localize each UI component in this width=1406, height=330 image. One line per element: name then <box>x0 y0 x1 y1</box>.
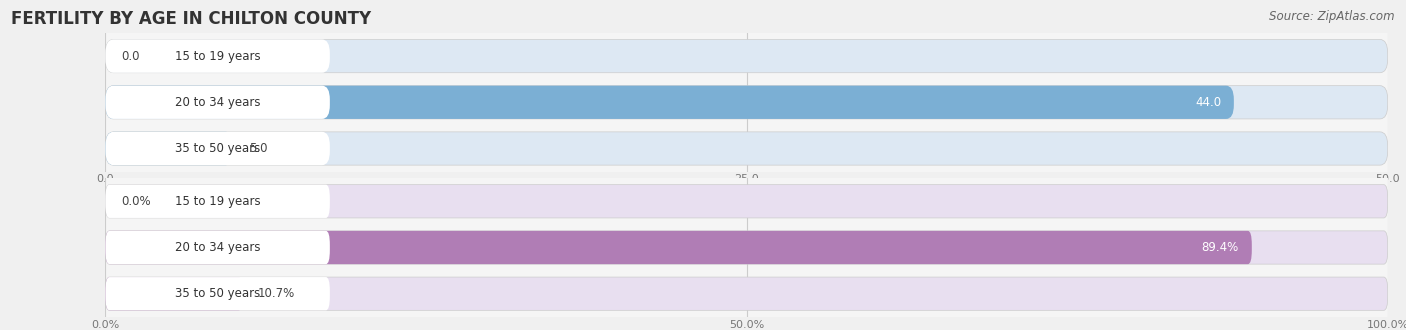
FancyBboxPatch shape <box>105 132 233 165</box>
FancyBboxPatch shape <box>105 185 330 218</box>
Text: 5.0: 5.0 <box>249 142 267 155</box>
Text: 10.7%: 10.7% <box>259 287 295 300</box>
FancyBboxPatch shape <box>105 86 1388 119</box>
FancyBboxPatch shape <box>105 86 1234 119</box>
FancyBboxPatch shape <box>105 132 330 165</box>
Text: 20 to 34 years: 20 to 34 years <box>174 96 260 109</box>
FancyBboxPatch shape <box>105 40 330 73</box>
FancyBboxPatch shape <box>105 132 1388 165</box>
Text: 0.0: 0.0 <box>121 50 139 63</box>
Text: 89.4%: 89.4% <box>1202 241 1239 254</box>
Text: 0.0%: 0.0% <box>121 195 150 208</box>
Text: 35 to 50 years: 35 to 50 years <box>174 142 260 155</box>
Text: FERTILITY BY AGE IN CHILTON COUNTY: FERTILITY BY AGE IN CHILTON COUNTY <box>11 10 371 28</box>
FancyBboxPatch shape <box>105 277 330 310</box>
Text: 20 to 34 years: 20 to 34 years <box>174 241 260 254</box>
Text: 15 to 19 years: 15 to 19 years <box>174 195 260 208</box>
FancyBboxPatch shape <box>105 231 330 264</box>
FancyBboxPatch shape <box>105 231 1251 264</box>
Text: 35 to 50 years: 35 to 50 years <box>174 287 260 300</box>
FancyBboxPatch shape <box>105 277 1388 310</box>
FancyBboxPatch shape <box>105 86 330 119</box>
Text: 44.0: 44.0 <box>1195 96 1220 109</box>
FancyBboxPatch shape <box>105 277 243 310</box>
Text: 15 to 19 years: 15 to 19 years <box>174 50 260 63</box>
FancyBboxPatch shape <box>105 40 1388 73</box>
FancyBboxPatch shape <box>105 185 1388 218</box>
Text: Source: ZipAtlas.com: Source: ZipAtlas.com <box>1270 10 1395 23</box>
FancyBboxPatch shape <box>105 231 1388 264</box>
